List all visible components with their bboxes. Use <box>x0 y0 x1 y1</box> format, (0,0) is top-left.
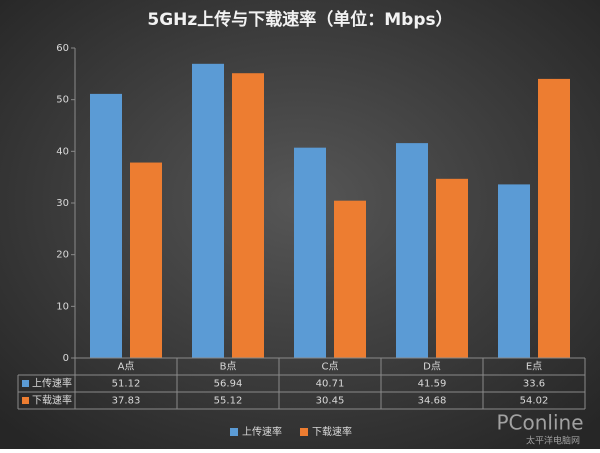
watermark-sub: 太平洋电脑网 <box>526 435 580 447</box>
table-value: 41.59 <box>418 379 447 390</box>
bar <box>396 143 428 358</box>
y-tick-label: 60 <box>56 43 69 54</box>
bar <box>192 63 224 359</box>
bar <box>232 73 264 359</box>
table-series-name: 下载速率 <box>32 394 72 407</box>
table-value: 55.12 <box>214 396 243 407</box>
table-value: 40.71 <box>316 379 345 390</box>
x-tick-label: D点 <box>423 361 441 373</box>
bar <box>130 162 162 358</box>
table-value: 37.83 <box>112 396 141 407</box>
bar <box>334 200 366 358</box>
table-value: 56.94 <box>214 379 243 390</box>
bar <box>294 147 326 358</box>
x-tick-label: E点 <box>526 361 542 373</box>
table-legend-key <box>22 397 29 404</box>
table-value: 51.12 <box>112 379 141 390</box>
legend-label: 下载速率 <box>312 425 352 438</box>
watermark-brand: PConline <box>496 411 583 435</box>
x-tick-label: C点 <box>322 361 339 373</box>
y-tick-label: 0 <box>63 353 69 364</box>
table-value: 34.68 <box>418 396 447 407</box>
y-tick-label: 20 <box>56 250 69 261</box>
table-value: 54.02 <box>520 396 549 407</box>
chart-title: 5GHz上传与下载速率（单位：Mbps） <box>147 9 452 30</box>
legend-label: 上传速率 <box>242 425 282 438</box>
legend-key <box>230 428 238 436</box>
y-tick-label: 40 <box>56 146 69 157</box>
table-legend-key <box>22 380 29 387</box>
table-value: 30.45 <box>316 396 345 407</box>
bar <box>90 93 122 358</box>
table-series-name: 上传速率 <box>32 377 72 390</box>
y-tick-label: 50 <box>56 95 69 106</box>
x-tick-label: A点 <box>118 361 135 373</box>
legend-key <box>300 428 308 436</box>
table-value: 33.6 <box>523 379 545 390</box>
bar <box>498 184 530 358</box>
bar <box>538 78 570 358</box>
bar <box>436 178 468 358</box>
x-tick-label: B点 <box>220 361 237 373</box>
y-tick-label: 10 <box>56 301 69 312</box>
y-tick-label: 30 <box>56 198 69 209</box>
